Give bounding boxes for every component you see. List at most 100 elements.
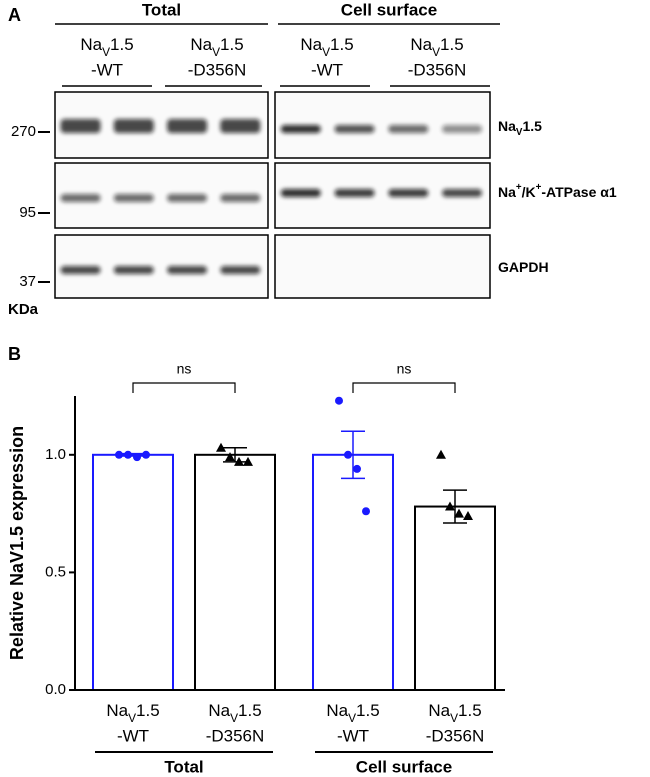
label-part: Na bbox=[410, 35, 432, 54]
label-part: 1.5 bbox=[220, 35, 244, 54]
label-part: 1.5 bbox=[110, 35, 134, 54]
blot-band bbox=[442, 125, 483, 133]
label-part: GAPDH bbox=[498, 259, 549, 275]
y-tick-label: 0.5 bbox=[45, 563, 66, 580]
significance-bracket bbox=[352, 382, 456, 393]
marker-label: 37 bbox=[19, 273, 36, 290]
label-part: V bbox=[128, 711, 136, 725]
rich-label: NaV1.5 bbox=[208, 701, 261, 725]
rich-label: NaV1.5 bbox=[190, 35, 243, 59]
group-label: Total bbox=[164, 757, 203, 776]
data-point bbox=[436, 449, 446, 459]
blot-band bbox=[220, 266, 261, 274]
unit-label: KDa bbox=[8, 301, 39, 318]
label-part: V bbox=[450, 711, 458, 725]
label-part: 1.5 bbox=[356, 701, 380, 720]
label-part: V bbox=[432, 45, 440, 59]
blot-frame bbox=[274, 234, 491, 299]
data-point bbox=[454, 508, 464, 518]
label-part: 1.5 bbox=[238, 701, 262, 720]
blot-band bbox=[388, 189, 429, 197]
y-tick-label: 1.0 bbox=[45, 446, 66, 463]
label-part: V bbox=[348, 711, 356, 725]
blot-band bbox=[442, 189, 483, 197]
blot-band bbox=[334, 189, 375, 197]
x-tick-label: -WT bbox=[337, 726, 369, 745]
data-point bbox=[234, 456, 244, 466]
bar bbox=[92, 453, 174, 691]
marker-label: 270 bbox=[11, 123, 36, 140]
group-label: Cell surface bbox=[356, 757, 452, 776]
label-part: Na bbox=[208, 701, 230, 720]
blot-band bbox=[60, 194, 101, 202]
error-bar bbox=[223, 446, 247, 463]
label-part: Na bbox=[80, 35, 102, 54]
blot-band bbox=[280, 125, 321, 133]
label-part: Na bbox=[300, 35, 322, 54]
x-tick-label: -WT bbox=[117, 726, 149, 745]
blot-band bbox=[113, 194, 154, 202]
rich-label: NaV1.5 bbox=[428, 701, 481, 725]
rich-label: NaV1.5 bbox=[326, 701, 379, 725]
blot-band bbox=[220, 194, 261, 202]
panel-label: A bbox=[8, 5, 21, 25]
data-point bbox=[225, 452, 235, 462]
label-part: 1.5 bbox=[440, 35, 464, 54]
data-point bbox=[142, 450, 150, 459]
rich-label: NaV1.5 bbox=[498, 118, 542, 138]
y-axis-title: Relative NaV1.5 expression bbox=[7, 426, 27, 660]
data-point bbox=[463, 510, 473, 520]
rich-label: NaV1.5 bbox=[106, 701, 159, 725]
significance-label: ns bbox=[177, 361, 192, 377]
data-point bbox=[362, 507, 370, 516]
data-point bbox=[445, 501, 455, 511]
label-part: V bbox=[516, 127, 523, 138]
blot-band bbox=[388, 125, 429, 133]
lane-variant: -D356N bbox=[408, 60, 467, 79]
significance-label: ns bbox=[397, 361, 412, 377]
label-part: V bbox=[230, 711, 238, 725]
blot-band bbox=[280, 189, 321, 197]
rich-label: Na+/K+-ATPase α1 bbox=[498, 182, 617, 200]
lane-variant: -WT bbox=[311, 60, 343, 79]
label-part: + bbox=[516, 182, 522, 193]
data-point bbox=[133, 453, 141, 462]
label-part: 1.5 bbox=[458, 701, 482, 720]
label-part: V bbox=[102, 45, 110, 59]
rich-label: NaV1.5 bbox=[300, 35, 353, 59]
blot-band bbox=[113, 119, 154, 133]
data-point bbox=[243, 456, 253, 466]
data-point bbox=[353, 464, 361, 473]
blot-band bbox=[167, 194, 208, 202]
label-part: Na bbox=[190, 35, 212, 54]
data-point bbox=[344, 450, 352, 459]
group-title: Total bbox=[142, 0, 181, 19]
label-part: -ATPase α1 bbox=[541, 184, 616, 200]
label-part: Na bbox=[498, 184, 516, 200]
lane-variant: -D356N bbox=[188, 60, 247, 79]
label-part: + bbox=[536, 182, 542, 193]
marker-label: 95 bbox=[19, 204, 36, 221]
group-title: Cell surface bbox=[341, 0, 437, 19]
data-point bbox=[335, 396, 343, 405]
bar bbox=[414, 505, 496, 691]
rich-label: NaV1.5 bbox=[80, 35, 133, 59]
label-part: Na bbox=[498, 118, 516, 134]
blot-band bbox=[167, 266, 208, 274]
lane-variant: -WT bbox=[91, 60, 123, 79]
bar bbox=[194, 453, 276, 691]
blot-band bbox=[220, 119, 261, 133]
data-point bbox=[115, 450, 123, 459]
label-part: 1.5 bbox=[330, 35, 354, 54]
label-part: V bbox=[322, 45, 330, 59]
blot-band bbox=[167, 119, 208, 133]
label-part: Na bbox=[106, 701, 128, 720]
blot-band bbox=[60, 119, 101, 133]
blot-band bbox=[334, 125, 375, 133]
label-part: V bbox=[212, 45, 220, 59]
y-tick-label: 0.0 bbox=[45, 681, 66, 698]
x-tick-label: -D356N bbox=[426, 726, 485, 745]
data-point bbox=[216, 442, 226, 452]
